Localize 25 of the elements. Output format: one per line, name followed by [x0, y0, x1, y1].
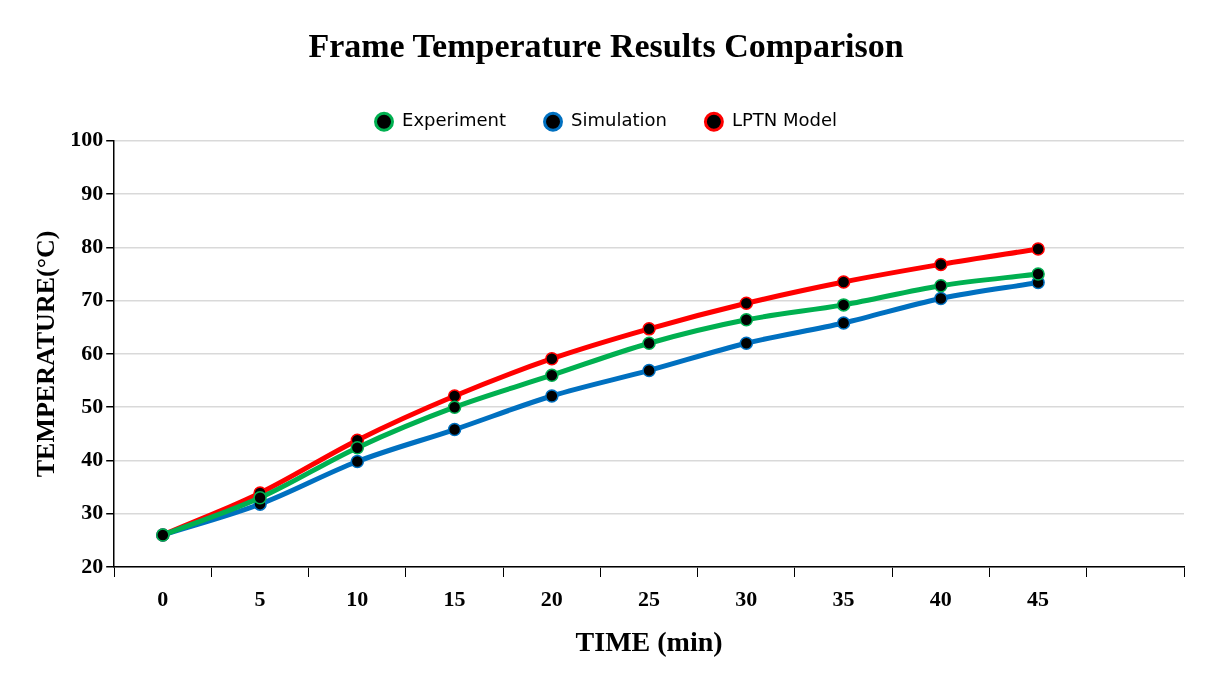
legend-label: Simulation [571, 109, 667, 131]
y-tick-label: 60 [81, 339, 104, 365]
y-tick-label: 90 [81, 179, 104, 205]
y-tick-label: 70 [81, 286, 104, 312]
legend-label: LPTN Model [731, 109, 837, 131]
x-tick-label: 40 [929, 585, 952, 611]
x-tick-label: 30 [735, 585, 758, 611]
x-axis-title: TIME (min) [575, 626, 723, 658]
x-tick-label: 15 [443, 585, 466, 611]
x-tick-label: 20 [540, 585, 563, 611]
y-tick-label: 80 [81, 233, 104, 259]
x-tick-label: 0 [157, 585, 169, 611]
x-tick-label: 25 [638, 585, 661, 611]
y-tick-label: 20 [81, 552, 104, 578]
legend-label: Experiment [402, 109, 507, 131]
y-axis-title: TEMPERATURE(°C) [31, 230, 61, 478]
x-tick-label: 35 [832, 585, 855, 611]
x-tick-label: 10 [346, 585, 369, 611]
x-tick-label: 5 [254, 585, 266, 611]
x-tick-label: 45 [1027, 585, 1050, 611]
y-tick-label: 50 [81, 392, 104, 418]
chart-title: Frame Temperature Results Comparison [308, 27, 904, 65]
y-tick-label: 30 [81, 499, 104, 525]
y-tick-label: 100 [70, 126, 104, 152]
y-tick-label: 40 [81, 446, 104, 472]
